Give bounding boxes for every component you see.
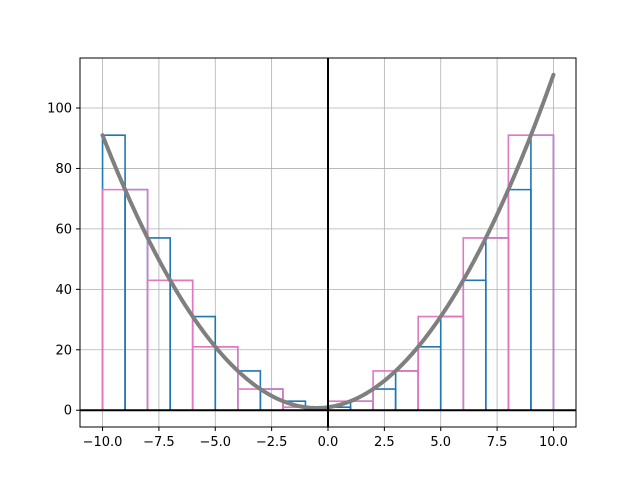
zero-axis-layer xyxy=(80,58,576,427)
x-tick-label: 2.5 xyxy=(374,435,395,450)
y-tick-label: 80 xyxy=(55,162,72,177)
x-tick-label: −7.5 xyxy=(143,435,175,450)
step-bar-series-1 xyxy=(417,345,442,411)
x-tick-label: −2.5 xyxy=(256,435,288,450)
step-bar-series-1 xyxy=(394,370,419,411)
step-bar-series-1 xyxy=(101,134,126,411)
x-tick-label: −5.0 xyxy=(199,435,231,450)
step-bar-series-1 xyxy=(124,188,149,411)
y-tick-label: 0 xyxy=(64,404,72,419)
x-tick-label: −10.0 xyxy=(83,435,123,450)
y-tick-label: 60 xyxy=(55,222,72,237)
step-bar-series-1 xyxy=(439,315,465,411)
y-tick-label: 20 xyxy=(55,343,72,358)
x-tick-label: 0.0 xyxy=(318,435,339,450)
y-tick-label: 100 xyxy=(47,102,72,117)
step-bar-series-1 xyxy=(530,134,555,411)
step-bar-series-1 xyxy=(507,188,532,411)
step-bar-series-1 xyxy=(462,279,487,411)
tick-layer: −10.0 −7.5 −5.0 −2.5 0.0 2.5 5.0 7.5 10.0 0 20 40 60… xyxy=(47,102,568,450)
step-bar-series-1 xyxy=(214,345,239,411)
step-bar-series-1 xyxy=(237,370,262,411)
x-tick-label: 5.0 xyxy=(430,435,451,450)
y-tick-label: 40 xyxy=(55,283,72,298)
x-tick-label: 10.0 xyxy=(539,435,568,450)
step-bar-series-1 xyxy=(349,400,374,411)
x-tick-label: 7.5 xyxy=(487,435,508,450)
